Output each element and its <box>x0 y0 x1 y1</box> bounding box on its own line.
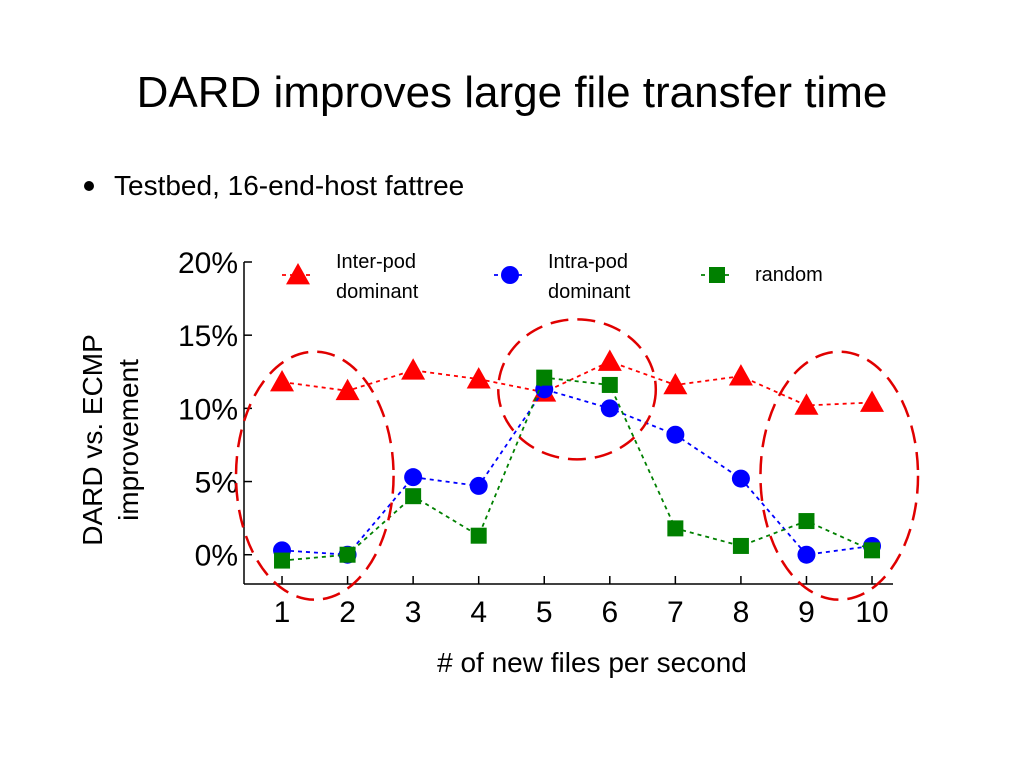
slide-title: DARD improves large file transfer time <box>136 68 888 117</box>
x-tick-label: 2 <box>339 596 356 629</box>
legend-label: Intra-pod <box>548 251 628 273</box>
data-point-inter <box>597 349 622 371</box>
data-point-inter <box>728 364 753 386</box>
y-ticks: 0% 5% 10% 15% 20% <box>178 247 252 573</box>
x-tick-label: 1 <box>274 596 291 629</box>
data-point-intra <box>666 425 685 444</box>
legend-item-inter: Inter-pod dominant <box>282 251 419 303</box>
legend-marker-intra <box>501 266 519 284</box>
data-point-random <box>274 552 291 569</box>
data-point-inter <box>335 378 360 401</box>
x-tick-label: 5 <box>536 596 553 629</box>
data-point-random <box>405 488 422 505</box>
legend-item-intra: Intra-pod dominant <box>494 251 631 303</box>
legend-marker-random <box>709 267 725 283</box>
data-point-intra <box>731 469 750 488</box>
x-tick-label: 7 <box>667 596 684 629</box>
y-tick-label: 10% <box>178 393 238 426</box>
x-tick-label: 9 <box>798 596 815 629</box>
legend-label: Inter-pod <box>336 251 416 273</box>
highlight-ellipse <box>496 318 658 461</box>
data-point-random <box>601 376 618 393</box>
highlight-ellipse <box>234 350 395 601</box>
x-tick-label: 4 <box>470 596 487 629</box>
series-line-intra <box>281 388 873 556</box>
data-point-random <box>470 527 487 544</box>
data-point-random <box>798 513 815 530</box>
data-point-inter <box>663 372 688 395</box>
x-tick-label: 10 <box>855 596 888 629</box>
data-point-inter <box>270 370 295 392</box>
x-ticks: 1 2 3 4 5 6 7 8 9 10 <box>274 576 889 629</box>
series-line-random <box>281 376 873 562</box>
data-point-inter <box>466 367 491 389</box>
data-point-inter <box>401 358 426 380</box>
series-intra <box>273 380 882 564</box>
series-line-inter <box>281 360 873 407</box>
x-axis-title: # of new files per second <box>437 647 747 678</box>
data-point-random <box>732 537 749 554</box>
legend-label: random <box>755 264 823 286</box>
legend-label: dominant <box>336 281 419 303</box>
series-random <box>274 369 881 569</box>
y-axis-title-line1: DARD vs. ECMP <box>77 334 108 546</box>
y-tick-label: 20% <box>178 247 238 280</box>
data-point-intra <box>797 545 816 564</box>
chart-axes <box>243 262 893 585</box>
highlight-ellipse <box>759 350 920 601</box>
data-point-inter <box>860 390 885 412</box>
legend-item-random: random <box>701 264 823 286</box>
highlight-ellipses <box>234 318 920 601</box>
x-tick-label: 6 <box>601 596 618 629</box>
data-point-random <box>339 546 356 563</box>
legend: Inter-pod dominant Intra-pod dominant random <box>282 251 823 303</box>
data-point-intra <box>469 476 488 495</box>
y-tick-label: 5% <box>195 467 238 500</box>
data-point-intra <box>404 468 423 487</box>
data-point-random <box>536 369 553 386</box>
bullet-text: Testbed, 16-end-host fattree <box>114 170 465 201</box>
legend-label: dominant <box>548 281 631 303</box>
x-tick-label: 3 <box>405 596 422 629</box>
y-tick-label: 0% <box>195 540 238 573</box>
data-point-inter <box>794 393 819 415</box>
data-point-random <box>667 520 684 537</box>
y-axis-title-line2: improvement <box>113 359 144 521</box>
series-layer <box>270 349 885 569</box>
legend-marker-inter <box>286 263 310 285</box>
y-axis-title: DARD vs. ECMP improvement <box>77 334 144 546</box>
data-point-random <box>864 542 881 559</box>
bullet-icon <box>84 181 94 191</box>
data-point-intra <box>600 399 619 418</box>
x-tick-label: 8 <box>733 596 750 629</box>
bullet-item: Testbed, 16-end-host fattree <box>84 170 464 202</box>
y-tick-label: 15% <box>178 320 238 353</box>
